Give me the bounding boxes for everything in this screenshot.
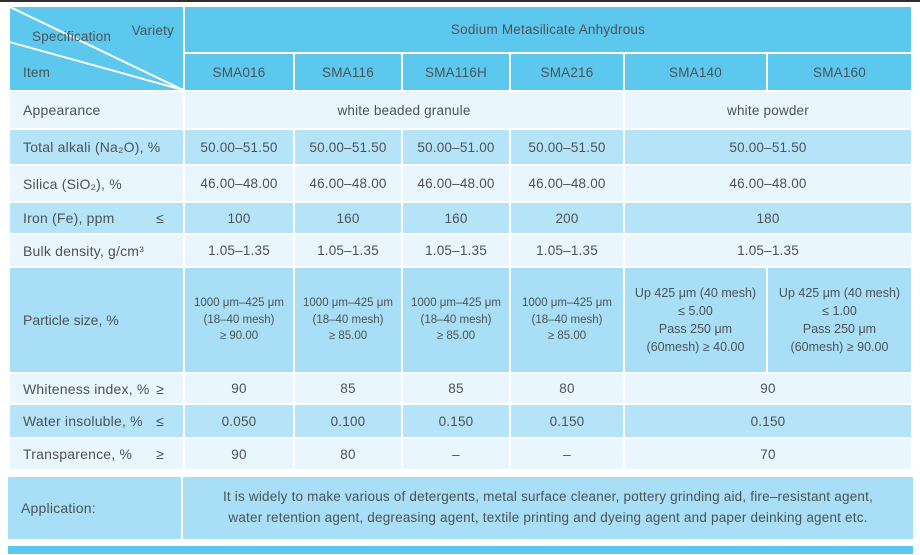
value-cell: 85	[295, 374, 401, 403]
value-cell: 180	[625, 203, 911, 233]
value-cell: 90	[185, 374, 293, 403]
value-cell: 1000 μm–425 μm (18–40 mesh) ≥ 90.00	[185, 268, 293, 372]
variety-label: Variety	[131, 23, 174, 38]
column-header-sma216: SMA216	[511, 54, 623, 90]
value-cell: 70	[625, 439, 911, 469]
particle-spec-text: 1000 μm–425 μm (18–40 mesh) ≥ 85.00	[303, 296, 393, 343]
value-cell: 46.00–48.00	[511, 166, 623, 201]
value-cell: 0.100	[295, 405, 401, 437]
value-cell: 1.05–1.35	[511, 235, 623, 266]
value-cell: 1.05–1.35	[625, 235, 911, 266]
value-cell: 200	[511, 203, 623, 233]
value-cell: white powder	[625, 92, 911, 128]
value-cell: 50.00–51.50	[185, 130, 293, 164]
value-cell: 50.00–51.50	[511, 130, 623, 164]
value-cell: 46.00–48.00	[185, 166, 293, 201]
row-label-text: Water insoluble, %	[23, 413, 143, 429]
row-iron: Iron (Fe), ppm ≤ 100 160 160 200 180	[10, 203, 911, 233]
value-cell: 46.00–48.00	[403, 166, 509, 201]
row-label: Transparence, % ≥	[10, 439, 183, 469]
value-cell: 0.150	[625, 405, 911, 437]
particle-spec-text: Up 425 μm (40 mesh) ≤ 1.00 Pass 250 μm (…	[778, 285, 901, 355]
value-cell: 80	[511, 374, 623, 403]
value-cell: 160	[403, 203, 509, 233]
less-equal-symbol: ≤	[156, 413, 164, 429]
row-label-text: Transparence, %	[23, 446, 133, 462]
row-label-text: Whiteness index, %	[23, 380, 150, 397]
row-appearance: Appearance white beaded granule white po…	[10, 92, 911, 128]
value-cell: 1.05–1.35	[295, 235, 401, 266]
row-label: Whiteness index, % ≥	[10, 374, 183, 403]
particle-spec-text: Up 425 μm (40 mesh) ≤ 5.00 Pass 250 μm (…	[634, 285, 757, 355]
value-cell: white beaded granule	[185, 92, 623, 128]
value-cell: 1000 μm–425 μm (18–40 mesh) ≥ 85.00	[295, 268, 401, 372]
value-cell: 100	[185, 203, 293, 233]
application-text: It is widely to make various of detergen…	[183, 477, 913, 539]
value-cell: 80	[295, 439, 401, 469]
row-label: Appearance	[10, 92, 183, 128]
value-cell: 1000 μm–425 μm (18–40 mesh) ≥ 85.00	[511, 268, 623, 372]
particle-spec-text: 1000 μm–425 μm (18–40 mesh) ≥ 90.00	[194, 296, 284, 343]
specification-label: Specification	[32, 29, 112, 44]
row-label: Bulk density, g/cm³	[10, 235, 183, 266]
greater-equal-symbol: ≥	[156, 446, 164, 462]
particle-spec-text: 1000 μm–425 μm (18–40 mesh) ≥ 85.00	[522, 296, 612, 343]
row-bulk-density: Bulk density, g/cm³ 1.05–1.35 1.05–1.35 …	[10, 235, 911, 266]
particle-spec-text: 1000 μm–425 μm (18–40 mesh) ≥ 85.00	[411, 296, 501, 343]
row-label: Total alkali (Na₂O), %	[10, 130, 183, 164]
value-cell: 1.05–1.35	[403, 235, 509, 266]
value-cell: 50.00–51.50	[625, 130, 911, 164]
value-cell: 1.05–1.35	[185, 235, 293, 266]
less-equal-symbol: ≤	[156, 210, 164, 226]
row-transparence: Transparence, % ≥ 90 80 – – 70	[10, 439, 911, 469]
value-cell: 50.00–51.00	[403, 130, 509, 164]
row-label: Iron (Fe), ppm ≤	[10, 203, 183, 233]
specification-table: Variety Specification Item Sodium Metasi…	[8, 5, 913, 471]
corner-header-cell: Variety Specification Item	[10, 7, 183, 90]
value-cell: 0.050	[185, 405, 293, 437]
value-cell: 90	[625, 374, 911, 403]
item-label: Item	[23, 65, 51, 80]
column-header-sma116: SMA116	[295, 54, 401, 90]
value-cell: 46.00–48.00	[625, 166, 911, 201]
value-cell: 1000 μm–425 μm (18–40 mesh) ≥ 85.00	[403, 268, 509, 372]
column-header-sma160: SMA160	[768, 54, 911, 90]
row-label: Particle size, %	[10, 268, 183, 372]
column-header-sma116h: SMA116H	[403, 54, 509, 90]
value-cell: 50.00–51.50	[295, 130, 401, 164]
row-whiteness: Whiteness index, % ≥ 90 85 85 80 90	[10, 374, 911, 403]
row-total-alkali: Total alkali (Na₂O), % 50.00–51.50 50.00…	[10, 130, 911, 164]
bottom-accent-bar	[8, 546, 913, 554]
value-cell: Up 425 μm (40 mesh) ≤ 1.00 Pass 250 μm (…	[768, 268, 911, 372]
row-label-text: Iron (Fe), ppm	[23, 210, 115, 226]
greater-equal-symbol: ≥	[156, 380, 164, 397]
value-cell: 0.150	[511, 405, 623, 437]
value-cell: –	[511, 439, 623, 469]
application-label: Application:	[8, 477, 181, 539]
row-particle-size: Particle size, % 1000 μm–425 μm (18–40 m…	[10, 268, 911, 372]
column-header-sma140: SMA140	[625, 54, 766, 90]
row-label: Silica (SiO₂), %	[10, 166, 183, 201]
row-silica: Silica (SiO₂), % 46.00–48.00 46.00–48.00…	[10, 166, 911, 201]
value-cell: 46.00–48.00	[295, 166, 401, 201]
value-cell: 0.150	[403, 405, 509, 437]
value-cell: 160	[295, 203, 401, 233]
row-water-insoluble: Water insoluble, % ≤ 0.050 0.100 0.150 0…	[10, 405, 911, 437]
value-cell: Up 425 μm (40 mesh) ≤ 5.00 Pass 250 μm (…	[625, 268, 766, 372]
value-cell: 90	[185, 439, 293, 469]
column-header-sma016: SMA016	[185, 54, 293, 90]
product-group-header: Sodium Metasilicate Anhydrous	[185, 7, 911, 52]
diagonal-lines	[10, 7, 183, 90]
row-label: Water insoluble, % ≤	[10, 405, 183, 437]
top-border-line	[0, 0, 920, 2]
application-row: Application: It is widely to make variou…	[8, 477, 913, 539]
value-cell: 85	[403, 374, 509, 403]
value-cell: –	[403, 439, 509, 469]
